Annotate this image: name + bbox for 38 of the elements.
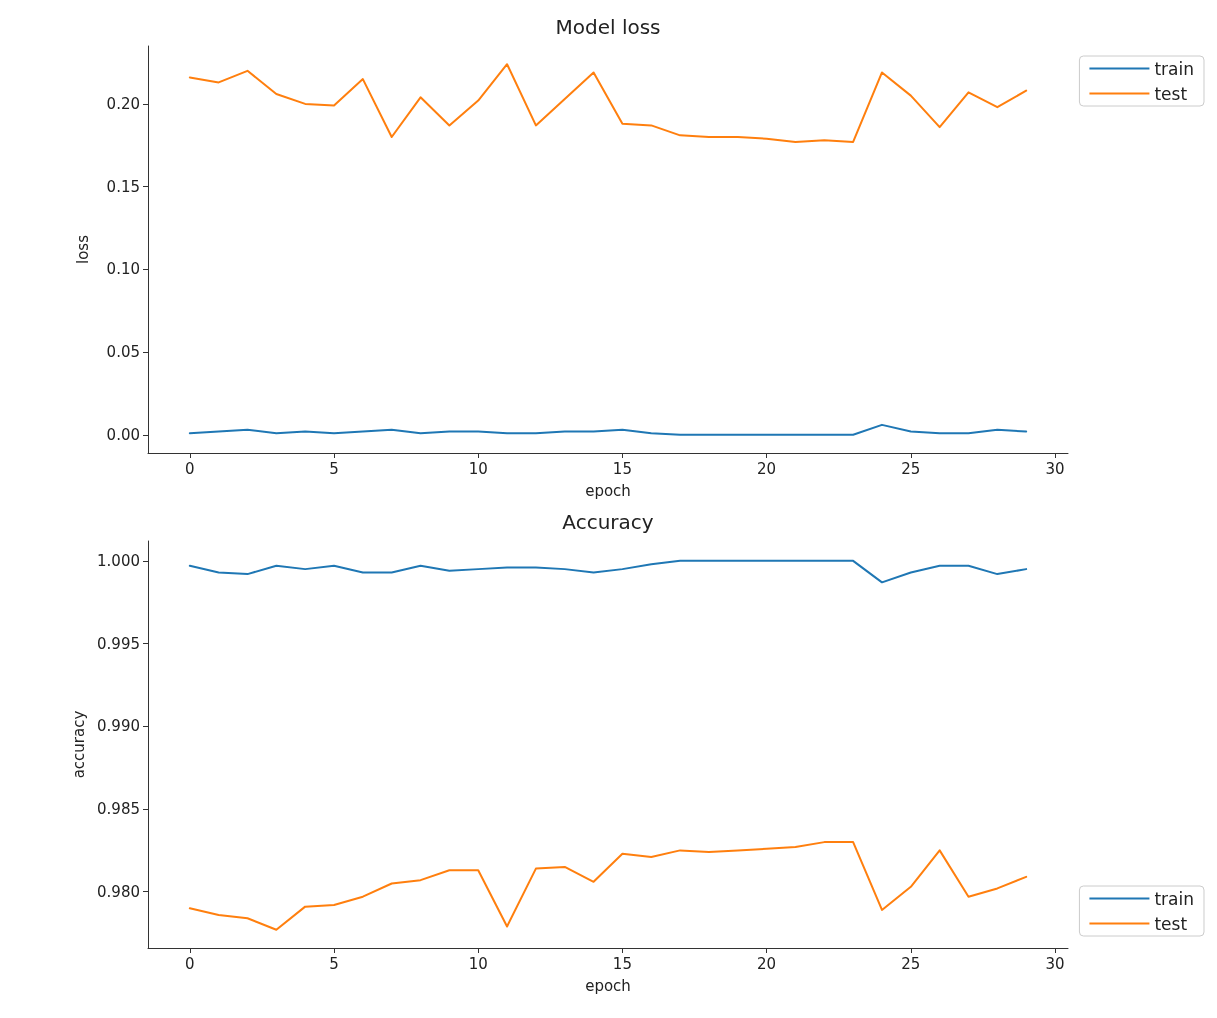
x-tick-label: 30: [1045, 954, 1065, 973]
y-tick-label: 0.990: [97, 717, 140, 736]
x-tick-label: 25: [901, 954, 921, 973]
line-series: [188, 841, 1028, 931]
y-tick-label: 0.20: [106, 94, 140, 113]
x-tick-label: 25: [901, 459, 921, 478]
y-tick-label: 0.995: [97, 634, 140, 653]
x-tick-label: 15: [612, 954, 632, 973]
chart-title: Accuracy: [562, 510, 654, 534]
x-tick-label: 5: [329, 954, 339, 973]
y-tick-label: 0.15: [106, 177, 140, 196]
x-axis-title: epoch: [585, 481, 631, 500]
line-series: [188, 63, 1028, 143]
x-tick-label: 15: [612, 459, 632, 478]
y-tick-label: 0.05: [106, 343, 140, 362]
y-tick-label: 0.985: [97, 800, 140, 819]
x-tick-label: 0: [185, 459, 195, 478]
x-tick-label: 5: [329, 459, 339, 478]
x-tick-label: 20: [757, 459, 777, 478]
x-tick-label: 30: [1045, 459, 1065, 478]
y-axis-title: accuracy: [69, 710, 88, 779]
line-series: [188, 559, 1028, 584]
x-tick-label: 20: [757, 954, 777, 973]
chart-title: Model loss: [555, 15, 661, 39]
x-tick-label: 10: [468, 954, 488, 973]
x-tick-label: 0: [185, 954, 195, 973]
y-tick-label: 0.00: [106, 425, 140, 444]
legend-label: train: [1154, 58, 1195, 79]
y-tick-label: 0.10: [106, 260, 140, 279]
legend-label: train: [1154, 888, 1195, 909]
y-tick-label: 1.000: [97, 551, 140, 570]
legend-label: test: [1154, 83, 1188, 104]
y-tick-label: 0.980: [97, 882, 140, 901]
y-axis-title: loss: [73, 234, 92, 264]
legend-label: test: [1154, 913, 1188, 934]
x-axis-title: epoch: [585, 976, 631, 995]
line-series: [188, 423, 1028, 436]
x-tick-label: 10: [468, 459, 488, 478]
